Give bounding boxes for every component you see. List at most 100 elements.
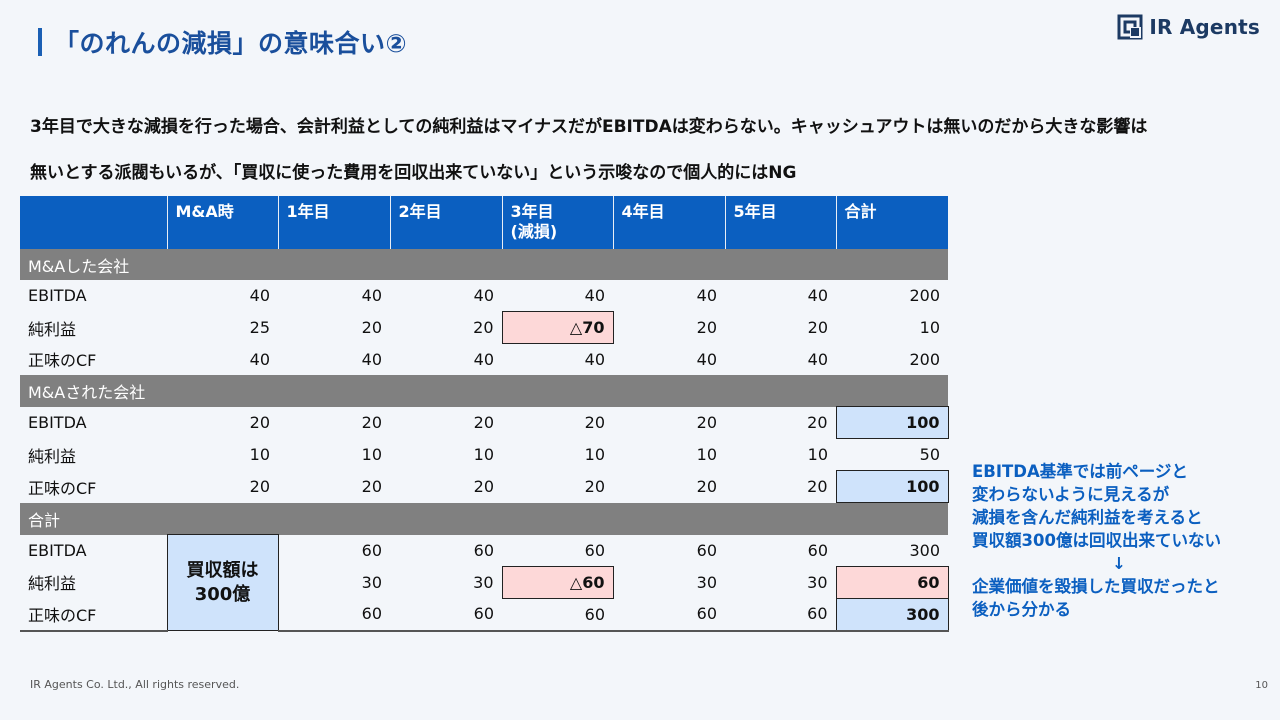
company-logo: IR Agents [1117, 14, 1260, 40]
table-cell: 40 [361, 349, 382, 369]
logo-text: IR Agents [1149, 15, 1260, 39]
acquisition-price-line-1: 買収額は [186, 559, 259, 581]
table-row: 純利益 10 10 10 10 10 10 50 [20, 439, 948, 471]
table-cell: 60 [473, 540, 494, 560]
table-cell: 40 [249, 286, 270, 306]
table-cell: 20 [473, 477, 494, 496]
table-cell: 40 [361, 286, 382, 306]
table-cell: 60 [725, 598, 836, 632]
row-label: EBITDA [28, 540, 87, 560]
highlight-cell-impairment: △70 [501, 311, 614, 344]
table-cell: 20 [473, 318, 494, 337]
table-cell: 20 [696, 413, 717, 432]
highlight-cell-total: 300 [835, 597, 949, 632]
row-label: 純利益 [28, 319, 77, 339]
table-cell: 200 [909, 349, 940, 369]
highlight-cell-total: 100 [835, 406, 949, 439]
header-cell: 4年目 [613, 196, 726, 249]
table-cell: 10 [361, 445, 382, 464]
header-cell: 5年目 [725, 196, 837, 249]
table-cell: 20 [473, 413, 494, 432]
table-row: EBITDA 40 40 40 40 40 40 200 [20, 280, 948, 312]
table-cell: 40 [473, 286, 494, 306]
table-cell: 10 [696, 445, 717, 464]
ir-agents-logo-icon [1117, 14, 1143, 40]
table-cell: 20 [361, 477, 382, 496]
table-cell: 20 [696, 477, 717, 496]
table-cell: 30 [807, 572, 828, 592]
table-cell: 40 [584, 350, 605, 369]
table-cell: 40 [807, 286, 828, 306]
table-row: EBITDA 20 20 20 20 20 20 100 [20, 406, 949, 439]
table-cell: 25 [249, 318, 270, 337]
table-cell: 40 [696, 286, 717, 306]
intro-text: 3年目で大きな減損を行った場合、会計利益としての純利益はマイナスだがEBITDA… [30, 104, 1250, 196]
slide-title: 「のれんの減損」の意味合い② [54, 29, 408, 58]
table-cell: 40 [696, 349, 717, 369]
comparison-table: M&A時 1年目 2年目 3年目 (減損) 4年目 5年目 合計 M&Aした会社… [20, 196, 949, 632]
table-cell: 200 [909, 286, 940, 306]
header-cell-subtext: (減損) [510, 222, 558, 241]
note-line: 減損を含んだ純利益を考えると [972, 508, 1203, 527]
table-cell: 20 [249, 413, 270, 432]
row-label: 正味のCF [28, 478, 97, 498]
table-row: 正味のCF 60 60 60 60 60 300 [20, 597, 949, 632]
table-cell: 30 [361, 572, 382, 592]
row-label: 純利益 [28, 446, 77, 466]
table-cell: 20 [807, 413, 828, 432]
section-label: M&Aした会社 [20, 249, 948, 280]
table-cell: 40 [249, 349, 270, 369]
table-cell: 60 [696, 540, 717, 560]
header-cell-year3: 3年目 (減損) [502, 196, 614, 249]
row-label: EBITDA [28, 286, 87, 306]
table-cell: 20 [807, 477, 828, 496]
table-row: 正味のCF 20 20 20 20 20 20 100 [20, 470, 949, 503]
note-line: 後から分かる [972, 600, 1071, 619]
highlight-cell-impairment: △60 [501, 565, 614, 599]
note-line: 変わらないように見えるが [972, 485, 1170, 504]
header-cell: M&A時 [167, 196, 279, 249]
table-row: 正味のCF 40 40 40 40 40 40 200 [20, 344, 948, 376]
table-cell: 40 [584, 286, 605, 305]
table-cell: 40 [807, 349, 828, 369]
table-cell: 20 [807, 318, 828, 337]
down-arrow-icon: ↓ [1112, 554, 1126, 573]
row-label: 正味のCF [20, 598, 167, 632]
table-row: 純利益 30 30 △60 30 30 60 [20, 565, 949, 599]
section-row: M&Aされた会社 [20, 375, 948, 407]
table-cell: 40 [473, 349, 494, 369]
section-label: 合計 [20, 502, 948, 535]
header-cell: 2年目 [390, 196, 503, 249]
table-cell: 20 [249, 477, 270, 496]
header-cell: 合計 [836, 196, 948, 249]
table-cell: 60 [361, 540, 382, 560]
table-cell: 30 [473, 572, 494, 592]
section-row: M&Aした会社 [20, 249, 948, 280]
table-header-row: M&A時 1年目 2年目 3年目 (減損) 4年目 5年目 合計 [20, 196, 948, 249]
table-cell: 10 [919, 318, 940, 337]
table-cell: 60 [584, 540, 605, 560]
title-accent-bar [38, 28, 42, 56]
table-cell: 60 [807, 540, 828, 560]
table-cell: 20 [696, 318, 717, 337]
table-cell: 30 [696, 572, 717, 592]
table-cell: 10 [249, 445, 270, 464]
table-cell: 20 [361, 413, 382, 432]
footer-copyright: IR Agents Co. Ltd., All rights reserved. [30, 678, 240, 691]
header-cell-text: 3年目 [510, 202, 554, 221]
table-cell: 60 [390, 598, 502, 632]
note-line: 買収額300億は回収出来ていない [972, 531, 1221, 550]
header-cell: 1年目 [278, 196, 391, 249]
side-note: EBITDA基準では前ページと 変わらないように見えるが 減損を含んだ純利益を考… [972, 460, 1272, 621]
header-cell [20, 196, 168, 249]
table-cell: 10 [584, 445, 605, 464]
table-cell: 10 [473, 445, 494, 464]
intro-line-1: 3年目で大きな減損を行った場合、会計利益としての純利益はマイナスだがEBITDA… [30, 117, 1148, 137]
acquisition-price-cell: 買収額は 300億 [166, 534, 279, 631]
highlight-cell-total: 100 [835, 470, 949, 503]
row-label: EBITDA [28, 413, 87, 432]
page-number: 10 [1255, 680, 1268, 691]
table-cell: 50 [919, 445, 940, 464]
table-row: EBITDA 買収額は 300億 60 60 60 60 60 300 [20, 534, 948, 631]
table-cell: 20 [361, 318, 382, 337]
